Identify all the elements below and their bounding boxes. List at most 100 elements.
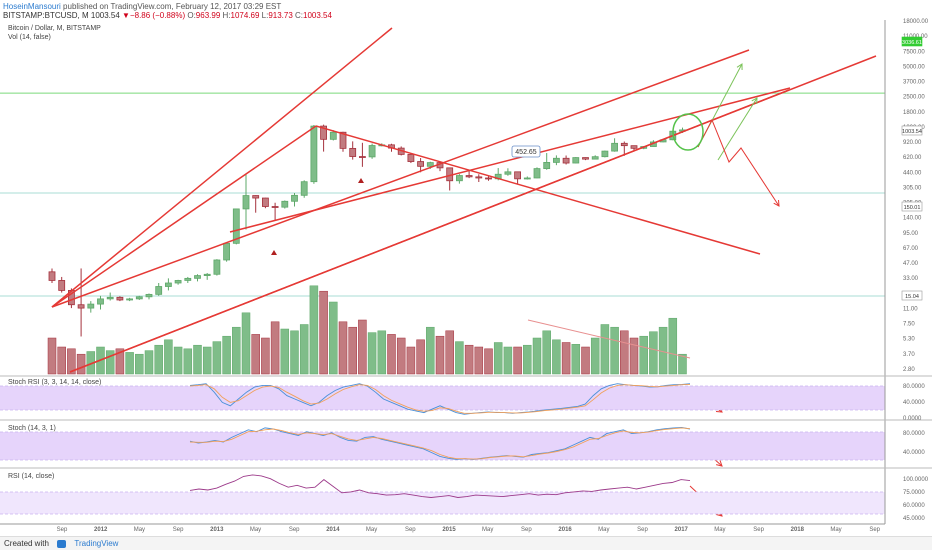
last-price: 1003.54 <box>90 11 120 20</box>
price-badge-label: 1003.54 <box>902 129 922 135</box>
volume-bar <box>329 301 338 375</box>
tradingview-link[interactable]: TradingView <box>74 539 119 548</box>
candle <box>455 174 463 184</box>
price-tick-label: 18000.00 <box>903 19 929 25</box>
time-tick-label: May <box>250 527 261 533</box>
price-callout: 452.65 <box>511 145 541 158</box>
candle <box>261 197 269 209</box>
time-tick-label: May <box>134 527 145 533</box>
volume-bar <box>183 348 193 375</box>
price-badge-label: 150.01 <box>904 205 921 211</box>
price-chart[interactable]: 452.65 Bitcoin / Dollar, M, BITSTAMP Vol … <box>0 0 932 536</box>
candle-body <box>77 304 85 309</box>
time-tick-label: Sep <box>637 527 648 533</box>
stoch-rsi-line <box>189 383 691 414</box>
rsi-line <box>189 474 691 498</box>
stoch-axis-label: 80.0000 <box>903 431 925 437</box>
candle <box>106 292 114 301</box>
price-badge-box <box>901 125 923 136</box>
volume-bar <box>47 337 57 375</box>
published-text: published on TradingView.com, February 1… <box>63 2 282 11</box>
candle <box>310 124 318 184</box>
candlesticks <box>48 124 686 337</box>
trendline <box>229 87 791 233</box>
volume-bar <box>76 353 86 375</box>
price-tick-label: 95.00 <box>903 231 919 237</box>
volume-bar <box>426 326 435 375</box>
stoch-label: Stoch (14, 3, 1) <box>8 425 56 432</box>
close-value: 1003.54 <box>303 11 332 20</box>
trendline <box>51 49 750 308</box>
candle-body <box>407 153 415 162</box>
symbol-ohlc: BITSTAMP:BTCUSD, M 1003.54 ▼−8.86 (−0.88… <box>3 11 332 20</box>
price-tick-label: 5.30 <box>903 337 915 343</box>
rsi-band <box>0 492 885 514</box>
candle-body <box>281 200 289 208</box>
candle <box>223 242 231 262</box>
time-tick-label: 2015 <box>442 527 456 533</box>
price-tick-label: 305.00 <box>903 185 922 191</box>
high-label: H: <box>222 11 231 20</box>
candle-body <box>329 131 337 140</box>
volume-bar <box>358 319 367 375</box>
trendline <box>315 125 761 255</box>
candle <box>611 138 618 152</box>
time-tick-label: May <box>598 527 609 533</box>
volume-bar <box>115 348 125 375</box>
bull-projection-arrow-head <box>736 63 743 71</box>
close-label: C: <box>295 11 304 20</box>
candle-body <box>455 175 463 182</box>
volume-bar <box>581 346 590 375</box>
time-tick-label: May <box>482 527 493 533</box>
publish-info: HoseinMansouri published on TradingView.… <box>3 2 281 11</box>
candle-body <box>504 171 512 175</box>
candle-body <box>213 259 221 275</box>
candle <box>446 167 454 191</box>
time-tick-label: Sep <box>521 527 532 533</box>
volume-bar <box>57 346 66 375</box>
candle-body <box>543 162 551 169</box>
volume-bar <box>542 330 551 375</box>
price-tick-label: 2500.00 <box>903 95 925 101</box>
stoch-axis-label: 40.0000 <box>903 450 925 456</box>
candle <box>174 279 182 285</box>
time-tick-label: Sep <box>57 527 68 533</box>
volume-bar <box>202 346 212 375</box>
volume-bar <box>67 348 76 375</box>
price-badge: 150.01 <box>901 201 923 212</box>
candle <box>417 158 425 173</box>
candle-body <box>261 197 269 207</box>
candle <box>126 297 133 302</box>
time-tick-label: Sep <box>173 527 184 533</box>
price-tick-label: 140.00 <box>903 216 922 222</box>
volume-bar <box>105 350 115 375</box>
candle-body <box>601 150 609 158</box>
volume-bar <box>319 290 328 375</box>
candle-body <box>223 242 231 261</box>
candle <box>116 296 124 302</box>
candle <box>203 273 211 280</box>
created-with-text: Created with <box>4 539 49 548</box>
author-link[interactable]: HoseinMansouri <box>3 2 61 11</box>
stoch-rsi-band <box>0 386 885 410</box>
trendline <box>51 125 317 308</box>
price-badge: 1003.54 <box>901 125 923 136</box>
candle-body <box>126 298 133 301</box>
volume-bar <box>173 346 183 375</box>
oscillator-panes <box>0 383 885 515</box>
candle <box>48 268 56 283</box>
volume-bar <box>532 337 542 375</box>
symbol-label: BITSTAMP:BTCUSD, M <box>3 11 89 20</box>
volume-bar <box>406 346 416 375</box>
time-tick-label: May <box>366 527 377 533</box>
candle <box>368 143 376 159</box>
candle-body <box>572 157 580 164</box>
volume-bar <box>222 335 231 375</box>
candle <box>291 193 298 207</box>
candle <box>523 176 531 180</box>
volume-bars <box>47 285 687 375</box>
volume-bar <box>261 337 270 375</box>
volume-bar <box>639 335 648 375</box>
candle-body <box>310 125 318 183</box>
volume-bar <box>649 331 658 375</box>
